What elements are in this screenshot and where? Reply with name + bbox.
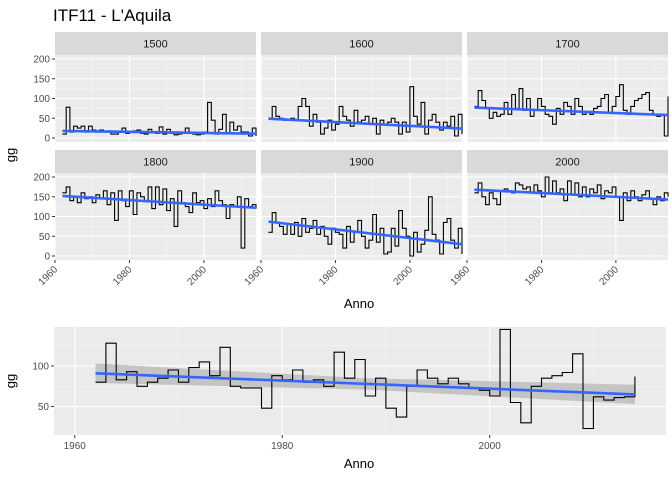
facet-strip: [467, 32, 668, 55]
trend-line: [268, 220, 463, 246]
trend-line: [95, 371, 635, 396]
facet-strip: [55, 150, 256, 173]
x-axis-label: Anno: [344, 296, 374, 311]
facet-panel: 1600: [260, 32, 463, 142]
facet-label: 1500: [143, 39, 167, 51]
chart-title: ITF11 - L'Aquila: [53, 6, 172, 25]
x-tick-label: 1980: [111, 264, 135, 288]
series-step-line: [474, 84, 669, 137]
y-tick-label: 200: [33, 55, 50, 66]
x-tick-label: 2000: [391, 264, 415, 288]
y-tick-label: 50: [39, 114, 51, 125]
x-tick-label: 2000: [597, 264, 621, 288]
y-tick-label: 50: [39, 232, 51, 243]
facet-label: 2000: [555, 157, 579, 169]
y-tick-label: 200: [33, 173, 50, 184]
y-tick-label: 100: [33, 94, 50, 105]
facet-label: 1600: [349, 39, 373, 51]
x-tick-label: 1960: [449, 264, 473, 288]
x-axis-label: Anno: [344, 456, 374, 471]
trend-line: [474, 106, 669, 117]
series-step-line: [95, 328, 636, 430]
facet-strip: [467, 150, 668, 173]
facet-label: 1800: [143, 157, 167, 169]
facet-strip: [55, 32, 256, 55]
y-tick-label: 0: [44, 252, 50, 263]
x-tick-label: 1960: [37, 264, 61, 288]
x-tick-label: 1980: [523, 264, 547, 288]
trend-line: [268, 117, 463, 130]
x-tick-label: 1980: [317, 264, 341, 288]
trend-line: [62, 194, 257, 210]
facet-label: 1900: [349, 157, 373, 169]
x-tick-label: 1960: [64, 441, 87, 452]
y-tick-label: 150: [33, 74, 50, 85]
y-axis-label: gg: [3, 148, 18, 162]
facet-panel: 1800 0 50 100 150 200 1960 1980 2000: [33, 150, 257, 288]
y-axis-label: gg: [3, 374, 18, 388]
faceted-plot: 1500 0 50 100 150 200 1600 1700 1800 0 50 100 150 200…: [3, 32, 669, 311]
series-step-line: [268, 196, 463, 257]
facet-label: 1700: [555, 39, 579, 51]
facet-panel: 2000 1960 1980 2000: [449, 150, 669, 288]
facet-strip: [261, 150, 462, 173]
y-tick-label: 0: [44, 134, 50, 145]
y-tick-label: 100: [32, 361, 49, 372]
facet-strip: [261, 32, 462, 55]
x-tick-label: 1980: [271, 441, 294, 452]
x-tick-label: 2000: [185, 264, 209, 288]
y-tick-label: 100: [33, 212, 50, 223]
combined-plot: 50 100 1960 1980 2000 gg Anno: [3, 327, 666, 471]
facet-panel: 1900 1960 1980 2000: [243, 150, 463, 288]
y-tick-label: 50: [38, 402, 50, 413]
y-tick-label: 150: [33, 192, 50, 203]
x-tick-label: 2000: [479, 441, 502, 452]
x-tick-label: 1960: [243, 264, 267, 288]
facet-panel: 1700: [466, 32, 669, 142]
series-step-line: [268, 86, 463, 137]
facet-panel: 1500 0 50 100 150 200: [33, 32, 257, 145]
trend-line: [62, 129, 257, 135]
trend-line: [474, 188, 669, 201]
